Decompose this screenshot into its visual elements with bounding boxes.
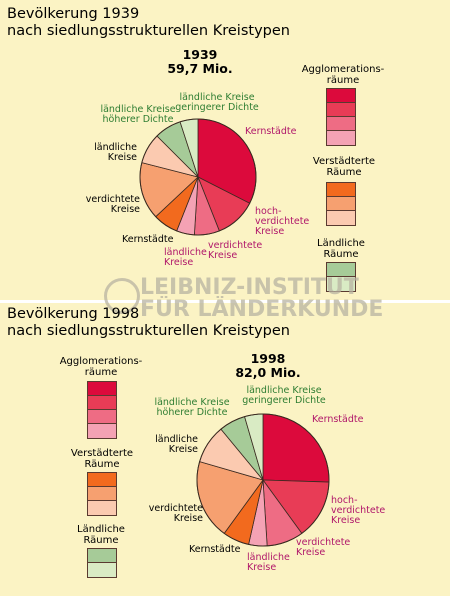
slice-label: hoch-verdichtete Kreise — [255, 206, 309, 237]
total-label-1998: 82,0 Mio. — [235, 365, 301, 380]
slice-label: ländliche Kreise höherer Dichte — [100, 104, 175, 125]
year-label-1998: 1998 — [250, 351, 286, 366]
slice-label: hoch-verdichtete Kreise — [331, 495, 385, 526]
total-block-1998: 1998 82,0 Mio. — [228, 352, 308, 380]
slice-label: Kernstädte — [245, 126, 297, 137]
legend-urbanized-swatches-1998 — [87, 472, 117, 516]
legend-swatch — [88, 549, 116, 563]
chart-title-1939: Bevölkerung 1939 — [7, 6, 140, 22]
legend-swatch — [327, 103, 355, 117]
legend-swatch — [327, 197, 355, 211]
legend-swatch — [327, 277, 355, 291]
pie-chart-1998: Kernstädte hoch-verdichtete Kreise verdicht… — [149, 385, 386, 573]
slice-label: verdichtete Kreise — [149, 503, 203, 524]
slice-label: Kernstädte — [122, 234, 174, 245]
pie-outline — [196, 413, 330, 547]
chart-subtitle-1998: nach siedlungsstrukturellen Kreistypen — [7, 323, 290, 339]
legend-urbanized-swatches-1939 — [326, 182, 356, 226]
legend-swatch — [88, 424, 116, 438]
pie-outline — [139, 118, 257, 236]
slice-label: ländliche Kreise — [247, 552, 290, 573]
legend-rural-label-1939: Ländliche Räume — [317, 238, 365, 260]
legend-rural-label-1998: Ländliche Räume — [77, 524, 125, 546]
slice-label: ländliche Kreise — [155, 434, 198, 455]
panel-divider — [0, 300, 450, 303]
legend-swatch — [327, 263, 355, 277]
legend-swatch — [88, 501, 116, 515]
watermark-line-2: FÜR LÄNDERKUNDE — [140, 297, 384, 322]
slice-label: verdichtete Kreise — [208, 240, 262, 261]
copyright-icon — [104, 278, 140, 314]
slice-label: Kernstädte — [312, 414, 364, 425]
legend-agglomeration-label-1939: Agglomerations-räume — [301, 64, 385, 86]
slice-label: ländliche Kreise geringerer Dichte — [175, 92, 259, 113]
slice-label: ländliche Kreise geringerer Dichte — [242, 385, 326, 406]
legend-urbanized-label-1998: Verstädterte Räume — [70, 448, 134, 470]
legend-urbanized-label-1939: Verstädterte Räume — [312, 156, 376, 178]
legend-swatch — [88, 487, 116, 501]
legend-swatch — [88, 473, 116, 487]
slice-label: ländliche Kreise — [164, 247, 207, 268]
legend-swatch — [327, 183, 355, 197]
pie-chart-1939: Kernstädte hoch-verdichtete Kreise verdicht… — [86, 92, 310, 268]
legend-swatch — [88, 410, 116, 424]
legend-rural-swatches-1939 — [326, 262, 356, 292]
total-label-1939: 59,7 Mio. — [167, 61, 233, 76]
slice-label: verdichtete Kreise — [296, 537, 350, 558]
legend-swatch — [88, 396, 116, 410]
watermark-line-1: LEIBNIZ-INSTITUT — [140, 275, 359, 300]
legend-swatch — [327, 211, 355, 225]
chart-title-1998: Bevölkerung 1998 — [7, 306, 140, 322]
slice-label: ländliche Kreise — [94, 142, 137, 163]
legend-agglomeration-swatches-1939 — [326, 88, 356, 146]
year-label-1939: 1939 — [182, 47, 218, 62]
legend-agglomeration-label-1998: Agglomerations-räume — [59, 356, 143, 378]
legend-swatch — [327, 89, 355, 103]
legend-swatch — [327, 131, 355, 145]
legend-agglomeration-swatches-1998 — [87, 381, 117, 439]
slice-label: Kernstädte — [189, 544, 241, 555]
slice-label: verdichtete Kreise — [86, 194, 140, 215]
legend-swatch — [88, 563, 116, 577]
legend-swatch — [88, 382, 116, 396]
chart-subtitle-1939: nach siedlungsstrukturellen Kreistypen — [7, 23, 290, 39]
legend-swatch — [327, 117, 355, 131]
legend-rural-swatches-1998 — [87, 548, 117, 578]
slice-label: ländliche Kreise höherer Dichte — [154, 397, 229, 418]
total-block-1939: 1939 59,7 Mio. — [160, 48, 240, 76]
